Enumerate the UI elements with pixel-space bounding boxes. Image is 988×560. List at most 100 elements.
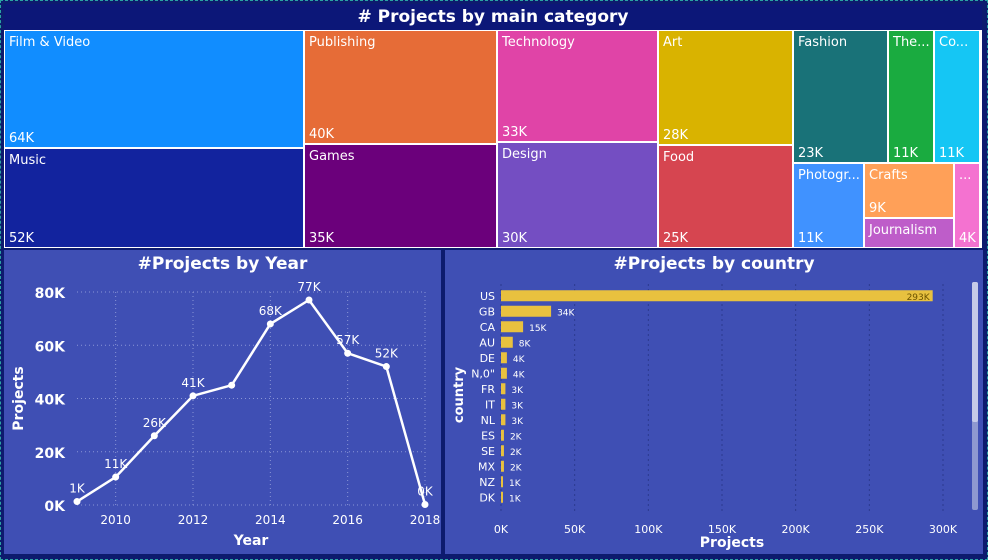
treemap-tile[interactable]: Film & Video 64K — [4, 30, 304, 148]
treemap-tile-label: Music — [9, 153, 46, 168]
data-point — [305, 296, 313, 304]
treemap-tile[interactable]: ... 4K — [954, 163, 980, 248]
data-point — [150, 432, 158, 440]
treemap-tile-value: 35K — [309, 231, 335, 246]
treemap-tile[interactable]: Art 28K — [658, 30, 793, 145]
treemap-tile[interactable]: Co... 11K — [934, 30, 980, 163]
treemap-tile[interactable]: Food 25K — [658, 145, 793, 248]
data-label: 57K — [336, 333, 360, 347]
data-label: 77K — [297, 280, 321, 294]
data-point — [266, 320, 274, 328]
treemap-tile-label: Crafts — [869, 168, 908, 183]
data-label: 3K — [511, 386, 524, 396]
data-label: 8K — [519, 339, 532, 349]
x-axis-title: Year — [233, 533, 269, 549]
treemap-tile-label: ... — [959, 168, 972, 183]
treemap-tile-label: Food — [663, 150, 695, 165]
y-tick-label: 0K — [44, 499, 66, 515]
data-point — [382, 363, 390, 371]
bar — [501, 476, 503, 488]
y-tick-label: GB — [479, 305, 495, 318]
treemap-chart[interactable]: Film & Video 64K Music 52K Publishing 40K Game… — [4, 30, 982, 248]
data-label: 1K — [509, 479, 522, 489]
treemap-tile[interactable]: Design 30K — [497, 142, 658, 248]
treemap-tile[interactable]: The... 11K — [888, 30, 934, 163]
treemap-tile-value: 40K — [309, 127, 335, 142]
treemap-tile-value: 25K — [663, 231, 689, 246]
data-label: 68K — [259, 304, 283, 318]
treemap-tile[interactable]: Technology 33K — [497, 30, 658, 142]
bar — [501, 398, 506, 410]
treemap-tile-value: 4K — [959, 231, 976, 246]
data-label: 4K — [513, 370, 526, 380]
series-line — [76, 298, 427, 505]
line-chart-panel: #Projects by Year 0K 20K 40K 60K 80K 2010 2012… — [4, 250, 441, 554]
treemap-tile[interactable]: Music 52K — [4, 148, 304, 248]
data-point — [228, 381, 236, 389]
data-label: 2K — [510, 432, 523, 442]
x-tick-label: 200K — [782, 523, 811, 536]
data-label: 2K — [510, 448, 523, 458]
x-tick-label: 2014 — [255, 513, 286, 527]
data-label: 52K — [375, 347, 399, 361]
data-label: 1K — [509, 494, 522, 504]
x-tick-label: 250K — [855, 523, 884, 536]
data-label: 2K — [510, 463, 523, 473]
x-tick-label: 2012 — [178, 513, 209, 527]
x-tick-label: 2018 — [410, 513, 441, 527]
treemap-tile-value: 23K — [798, 146, 824, 161]
bar — [501, 383, 506, 395]
treemap-tile[interactable]: Crafts 9K — [864, 163, 954, 218]
data-point — [344, 349, 352, 357]
treemap-tile[interactable]: Games 35K — [304, 144, 497, 248]
y-tick-label: 60K — [35, 339, 66, 355]
bar — [501, 290, 933, 302]
line-chart-title: #Projects by Year — [137, 254, 308, 274]
data-label: 41K — [181, 376, 205, 390]
treemap-tile-value: 28K — [663, 128, 689, 143]
data-point — [421, 500, 429, 508]
y-tick-label: NL — [481, 414, 496, 427]
treemap-tile[interactable]: Fashion 23K — [793, 30, 888, 163]
bar-chart[interactable]: 0K 50K 100K 150K 200K 250K 300K US 293K GB 34K CA 15… — [445, 250, 983, 554]
y-tick-label: IT — [485, 398, 495, 411]
scrollbar-thumb[interactable] — [972, 282, 978, 422]
treemap-tile-label: Film & Video — [9, 35, 91, 50]
y-tick-label: AU — [479, 336, 495, 349]
treemap-tile-value: 33K — [502, 125, 528, 140]
bar — [501, 429, 504, 441]
treemap-tile-label: Journalism — [869, 223, 938, 238]
line-chart[interactable]: 0K 20K 40K 60K 80K 2010 2012 2014 2016 2018 Year Pr… — [4, 250, 441, 554]
treemap-tile-label: Publishing — [309, 35, 376, 50]
treemap-tile-value: 30K — [502, 231, 528, 246]
data-label: 3K — [511, 401, 524, 411]
treemap-tile-value: 11K — [939, 146, 965, 161]
y-tick-label: SE — [481, 445, 495, 458]
treemap-tile-label: Games — [309, 149, 355, 164]
bar — [501, 414, 506, 426]
treemap-tile[interactable]: Photogr... 11K — [793, 163, 864, 248]
data-label: 0K — [417, 484, 434, 498]
treemap-tile[interactable]: Publishing 40K — [304, 30, 497, 144]
y-axis-title: country — [452, 366, 467, 423]
treemap-tile-label: Technology — [502, 35, 575, 50]
data-label: 4K — [513, 355, 526, 365]
treemap-tile-label: Photogr... — [798, 168, 860, 183]
y-tick-label: US — [480, 290, 495, 303]
y-tick-label: NZ — [479, 476, 495, 489]
data-point — [73, 498, 81, 506]
y-tick-label: N,0" — [471, 367, 495, 380]
treemap-tile-label: Fashion — [798, 35, 848, 50]
y-tick-label: 80K — [35, 286, 66, 302]
treemap-tile-value: 11K — [798, 231, 824, 246]
x-tick-label: 2010 — [100, 513, 131, 527]
x-axis-title: Projects — [700, 535, 764, 551]
bar — [501, 491, 503, 503]
y-tick-label: CA — [480, 321, 496, 334]
treemap-tile-label: Co... — [939, 35, 969, 50]
data-point — [189, 392, 197, 400]
treemap-tile[interactable]: Journalism — [864, 218, 954, 248]
treemap-tile-label: Design — [502, 147, 547, 162]
y-tick-label: ES — [481, 429, 495, 442]
y-tick-label: DE — [480, 352, 495, 365]
